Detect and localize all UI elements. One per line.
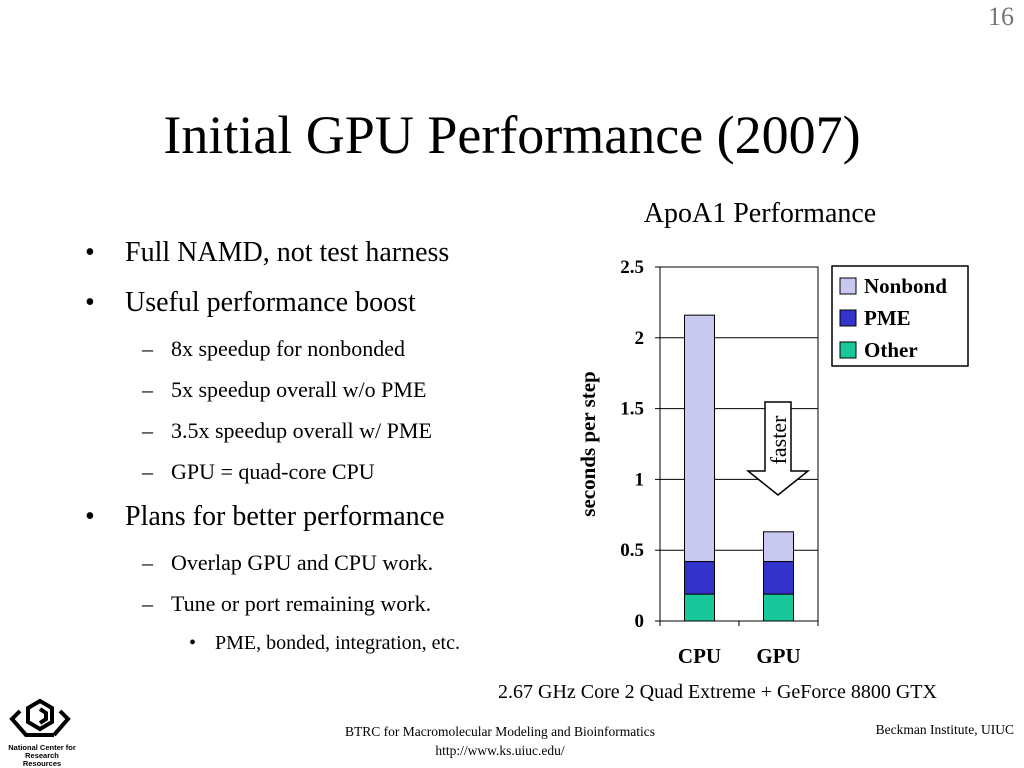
- footer-center: BTRC for Macromolecular Modeling and Bio…: [300, 722, 700, 760]
- faster-annotation: faster: [766, 415, 791, 465]
- legend-swatch-nonbond: [839, 277, 857, 295]
- bar-nonbond-gpu: [763, 531, 794, 563]
- bullet-item: • Plans for better performance: [85, 492, 555, 542]
- bullet-item: • Full NAMD, not test harness: [85, 228, 555, 278]
- bullet-mark: –: [142, 418, 153, 443]
- hardware-caption: 2.67 GHz Core 2 Quad Extreme + GeForce 8…: [498, 681, 937, 703]
- y-tick-label: 1: [635, 469, 645, 490]
- faster-arrow-icon: [745, 401, 811, 496]
- x-tick-label: CPU: [678, 644, 721, 668]
- bullet-text: 5x speedup overall w/o PME: [171, 377, 427, 402]
- bullet-item: – Overlap GPU and CPU work.: [85, 542, 555, 583]
- bar-pme-gpu: [763, 561, 794, 595]
- bullet-item: • PME, bonded, integration, etc.: [85, 624, 555, 662]
- y-tick-label: 2.5: [620, 257, 644, 278]
- bullet-item: – GPU = quad-core CPU: [85, 451, 555, 492]
- stacked-bar-chart: 0 0.5 1 1.5 2 2.5 CPU GPU seconds per step faster…: [576, 257, 969, 668]
- bullet-item: –8x speedup for nonbonded: [85, 328, 555, 369]
- bullet-item: –5x speedup overall w/o PME: [85, 369, 555, 410]
- bullet-mark: •: [189, 632, 197, 654]
- bullet-mark: –: [142, 550, 153, 575]
- footer-institute: Beckman Institute, UIUC: [875, 722, 1014, 737]
- bullet-list: • Full NAMD, not test harness • Useful perf…: [85, 228, 555, 662]
- bullet-text: 3.5x speedup overall w/ PME: [171, 418, 432, 443]
- ncrr-logo-icon: [9, 698, 71, 737]
- bullet-mark: •: [85, 287, 95, 318]
- bullet-item: • Useful performance boost: [85, 278, 555, 328]
- chart-title: ApoA1 Performance: [643, 198, 877, 229]
- bullet-text: Overlap GPU and CPU work.: [171, 550, 434, 575]
- footer-affiliation: BTRC for Macromolecular Modeling and Bio…: [344, 724, 656, 739]
- bullet-text: Tune or port remaining work.: [171, 591, 432, 616]
- bullet-mark: •: [85, 237, 95, 268]
- legend-label-pme: PME: [864, 306, 911, 330]
- legend-label-other: Other: [864, 338, 918, 362]
- slide-number: 16: [988, 2, 1014, 31]
- y-tick-label: 0: [635, 611, 645, 632]
- bullet-text: Useful performance boost: [125, 287, 416, 318]
- x-tick-label: GPU: [756, 644, 800, 668]
- y-tick-label: 1.5: [620, 399, 644, 420]
- bullet-mark: –: [142, 336, 153, 361]
- y-tick-label: 0.5: [620, 540, 644, 561]
- bullet-item: – Tune or port remaining work.: [85, 583, 555, 624]
- bar-pme-cpu: [684, 561, 715, 595]
- bullet-text: PME, bonded, integration, etc.: [215, 632, 460, 654]
- legend-swatch-pme: [839, 309, 857, 327]
- bullet-text: Full NAMD, not test harness: [125, 237, 450, 268]
- slide-title: Initial GPU Performance (2007): [163, 105, 861, 165]
- legend-label-nonbond: Nonbond: [864, 274, 947, 298]
- legend-swatch-other: [839, 341, 857, 359]
- footer-url: http://www.ks.uiuc.edu/: [435, 743, 565, 758]
- bar-nonbond-cpu: [684, 314, 715, 563]
- y-axis-label: seconds per step: [576, 371, 600, 516]
- bullet-text: GPU = quad-core CPU: [171, 459, 375, 484]
- bullet-mark: –: [142, 377, 153, 402]
- ncrr-logo-text: National Center for Research Resources: [8, 743, 76, 768]
- y-tick-label: 2: [635, 328, 645, 349]
- bar-other-cpu: [684, 593, 715, 622]
- bullet-mark: –: [142, 591, 153, 616]
- bullet-text: 8x speedup for nonbonded: [171, 336, 406, 361]
- bullet-mark: –: [142, 459, 153, 484]
- bar-other-gpu: [763, 593, 794, 622]
- bullet-item: –3.5x speedup overall w/ PME: [85, 410, 555, 451]
- plot-area: [659, 266, 819, 622]
- bullet-mark: •: [85, 501, 95, 532]
- bullet-text: Plans for better performance: [125, 501, 445, 532]
